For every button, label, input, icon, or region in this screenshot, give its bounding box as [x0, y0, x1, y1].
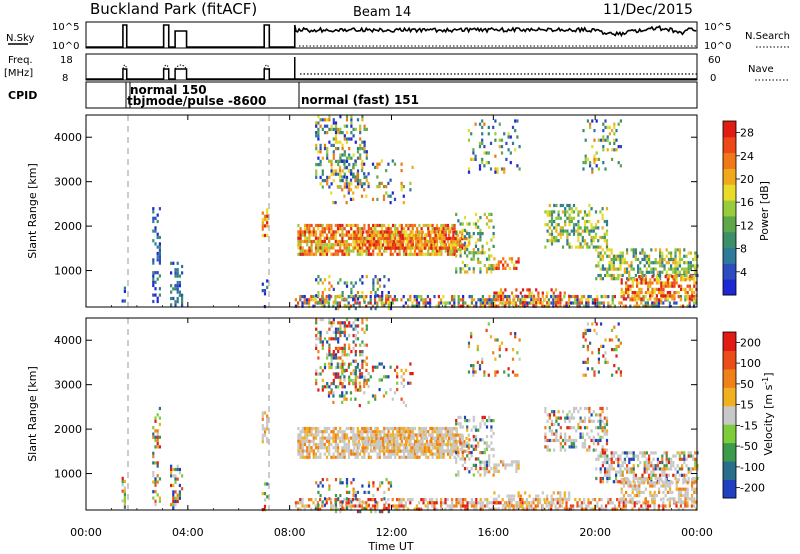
velocity-colorbar: 200 100 50 15 -15 -50 -100 -200 [722, 331, 765, 499]
colorbar-segment [723, 461, 736, 481]
velocity-panel: 1000 2000 3000 4000 Slant Range [km] 200 100… [26, 317, 776, 514]
freq-label: Freq. [8, 55, 33, 66]
yaxis-tick-label: 4000 [54, 131, 82, 144]
colorbar-tick-label: 24 [740, 150, 754, 163]
yaxis-tick-label: 3000 [54, 379, 82, 392]
nsearch-tick-bottom: 10^0 [704, 41, 731, 52]
colorbar-segment [723, 387, 736, 407]
nsearch-label: N.Search [745, 31, 790, 42]
nsky-panel: N.Sky 10^5 10^0 10^5 10^0 N.Search [6, 21, 790, 52]
colorbar-tick-label: 50 [740, 378, 754, 391]
yaxis-tick-label: 1000 [54, 468, 82, 481]
xaxis-tick-label: 08:00 [274, 526, 306, 539]
freq-tick-top: 18 [60, 55, 73, 66]
velocity-scatter-cells [121, 318, 699, 514]
time-axis: 00:00 04:00 08:00 12:00 16:00 20:00 00:00 [70, 115, 713, 539]
xaxis-tick-label: 16:00 [477, 526, 509, 539]
power-y-axis: 1000 2000 3000 4000 [54, 131, 697, 278]
xaxis-tick-label: 12:00 [376, 526, 408, 539]
colorbar-tick-label: -15 [740, 419, 758, 432]
beam-label: Beam 14 [353, 5, 411, 20]
colorbar-tick-label: 200 [740, 336, 761, 349]
colorbar-segment [723, 263, 736, 280]
xaxis-tick-label: 04:00 [172, 526, 204, 539]
yaxis-tick-label: 3000 [54, 176, 82, 189]
cpid-label: CPID [8, 89, 37, 102]
velocity-y-axis: 1000 2000 3000 4000 [54, 334, 697, 481]
xaxis-tick-label: 00:00 [681, 526, 713, 539]
freq-panel: Freq. [MHz] 18 8 60 0 Nave [4, 53, 790, 84]
nsearch-tick-top: 10^5 [704, 22, 731, 33]
power-colorbar-label: Power [dB] [758, 181, 771, 241]
freq-trace [86, 57, 697, 80]
colorbar-segment [723, 231, 736, 249]
power-colorbar: 4 8 12 16 20 24 28 [722, 120, 754, 296]
colorbar-segment [723, 184, 736, 201]
velocity-ylabel: Slant Range [km] [26, 366, 39, 462]
colorbar-segment [723, 479, 736, 499]
colorbar-tick-label: 12 [740, 219, 754, 232]
colorbar-segment [723, 368, 736, 388]
colorbar-segment [723, 121, 736, 138]
xaxis-label: Time UT [367, 540, 413, 553]
nsky-tick-bottom: 10^0 [52, 41, 79, 52]
cpid-entry-3: normal (fast) 151 [301, 93, 419, 107]
nsky-tick-top: 10^5 [52, 22, 79, 33]
colorbar-segment [723, 350, 736, 370]
power-scatter-cells [121, 115, 699, 311]
nsky-trace [86, 24, 697, 48]
colorbar-segment [723, 152, 736, 169]
colorbar-tick-label: 15 [740, 399, 754, 412]
colorbar-tick-label: 8 [740, 243, 747, 256]
xaxis-tick-label: 00:00 [70, 526, 102, 539]
power-panel: 1000 2000 3000 4000 Slant Range [km] 4 8 12 16… [26, 114, 771, 311]
colorbar-segment [723, 405, 736, 425]
colorbar-tick-label: -50 [740, 440, 758, 453]
freq-unit: [MHz] [4, 68, 33, 79]
xaxis-tick-label: 20:00 [579, 526, 611, 539]
colorbar-tick-label: 28 [740, 127, 754, 140]
colorbar-segment [723, 424, 736, 444]
colorbar-segment [723, 332, 736, 351]
cpid-entry-2: tbjmode/pulse -8600 [127, 94, 266, 108]
colorbar-segment [723, 215, 736, 233]
nave-label: Nave [748, 64, 774, 75]
velocity-colorbar-label: Velocity [m s-1] [761, 372, 776, 455]
colorbar-segment [723, 279, 736, 296]
cpid-entry-1: normal 150 [130, 83, 207, 97]
plot-title: Buckland Park (fitACF) [90, 0, 257, 18]
freq-tick-bottom: 8 [62, 73, 68, 84]
colorbar-tick-label: 16 [740, 196, 754, 209]
colorbar-segment [723, 200, 736, 217]
colorbar-segment [723, 136, 736, 154]
nsky-label: N.Sky [6, 33, 34, 44]
cpid-panel: CPID normal 150 tbjmode/pulse -8600 norm… [8, 81, 698, 109]
colorbar-segment [723, 247, 736, 264]
colorbar-tick-label: 100 [740, 357, 761, 370]
date-label: 11/Dec/2015 [603, 2, 693, 18]
colorbar-segment [723, 168, 736, 185]
power-ylabel: Slant Range [km] [26, 163, 39, 259]
nave-tick-bottom: 0 [710, 73, 716, 84]
yaxis-tick-label: 2000 [54, 220, 82, 233]
colorbar-segment [723, 442, 736, 462]
colorbar-tick-label: 4 [740, 266, 747, 279]
yaxis-tick-label: 1000 [54, 265, 82, 278]
colorbar-tick-label: 20 [740, 173, 754, 186]
colorbar-tick-label: -200 [740, 482, 765, 495]
yaxis-tick-label: 2000 [54, 423, 82, 436]
yaxis-tick-label: 4000 [54, 334, 82, 347]
colorbar-tick-label: -100 [740, 461, 765, 474]
nave-tick-top: 60 [708, 55, 721, 66]
